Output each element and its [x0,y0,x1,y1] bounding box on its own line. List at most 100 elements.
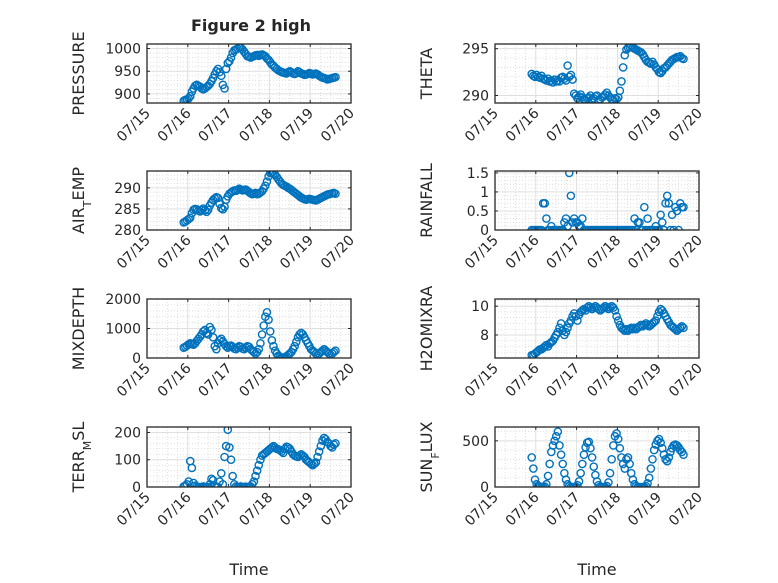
data-point [628,475,638,484]
data-point [252,466,262,475]
data-point [331,439,340,448]
data-point [264,315,273,324]
data-point [265,327,275,336]
data-point [314,447,324,456]
data-point [561,475,571,484]
data-point [662,191,672,201]
y-axis-label-subscript: M [81,441,94,451]
y-axis-label: PRESSURE [69,31,88,115]
y-axis-label-main: AIR [69,207,88,234]
data-point [184,94,193,103]
data-point [604,478,613,487]
ticks [494,299,700,358]
data-point [545,459,554,469]
ticks [146,44,352,103]
data-point [251,471,260,481]
data-point [573,316,582,325]
data-point [216,469,226,478]
data-point [331,72,340,82]
data-point [269,341,278,351]
data-point [566,191,576,201]
data-point [560,74,569,83]
data-point [331,346,340,355]
data-point [644,473,654,483]
ticks [146,427,352,488]
data-point [265,171,275,178]
data-point [664,199,674,208]
data-point [612,429,621,438]
subplot-rainfall: 00.511.507/15 07/16 07/17 07/18 07/19 07/20RA… [417,163,706,272]
y-tick-label: 0 [132,351,141,367]
data-point [529,464,538,473]
data-point [635,218,644,227]
y-tick-label: 290 [462,89,489,105]
data-point [648,455,657,464]
data-point [290,341,300,351]
y-axis-label-subscript: T [81,200,94,208]
y-tick-label: 0.5 [467,204,489,220]
y-axis-label-rest: LUX [417,421,436,452]
data-point [530,475,540,484]
data-point [249,477,259,486]
data-series [527,301,688,358]
data-point [578,214,587,223]
ticks [494,171,700,231]
data-point [586,443,595,453]
data-point [254,344,264,354]
ticks [494,427,700,488]
data-point [259,321,268,330]
y-axis-label: MIXDEPTH [69,287,88,370]
plot-area [495,44,699,103]
y-tick-label: 950 [114,64,141,80]
data-point [613,316,623,325]
data-point [200,205,210,215]
data-point [613,434,623,444]
data-point [558,459,568,469]
data-point [210,194,220,203]
axes-frame [494,426,700,488]
axes-frame [146,170,352,231]
data-point [610,306,620,315]
y-tick-label: 285 [114,202,141,218]
data-point [618,63,628,72]
data-point [329,440,339,450]
data-point [292,337,301,347]
data-point [311,458,321,467]
y-axis-label-rest: SL [69,422,88,441]
y-axis-label: SUNFLUX [417,421,442,492]
data-point [313,452,322,462]
data-point [550,436,559,446]
y-tick-label: 0 [132,480,141,496]
data-point [679,323,688,333]
y-axis-label: H2OMIXRA [417,286,436,372]
data-point [607,455,616,464]
data-point [620,464,630,473]
axes-frame [494,298,700,359]
data-point [220,84,229,93]
data-point [589,462,599,471]
data-point [221,64,231,74]
data-series [179,171,340,227]
data-point [553,427,563,436]
data-point [540,199,550,208]
y-tick-label: 200 [114,425,141,441]
data-point [212,344,221,354]
ticks [494,44,700,103]
data-point [605,468,615,478]
y-tick-label: 280 [114,223,141,239]
data-point [566,70,576,80]
data-point [329,347,339,357]
y-axis-label: THETA [417,48,436,100]
data-point [262,177,272,186]
data-point [679,202,688,212]
data-series [179,44,340,103]
data-point [225,443,234,452]
data-point [223,427,233,435]
data-point [218,479,228,487]
data-point [256,338,265,348]
data-point [555,441,564,450]
data-point [574,477,584,486]
data-point [561,327,571,337]
